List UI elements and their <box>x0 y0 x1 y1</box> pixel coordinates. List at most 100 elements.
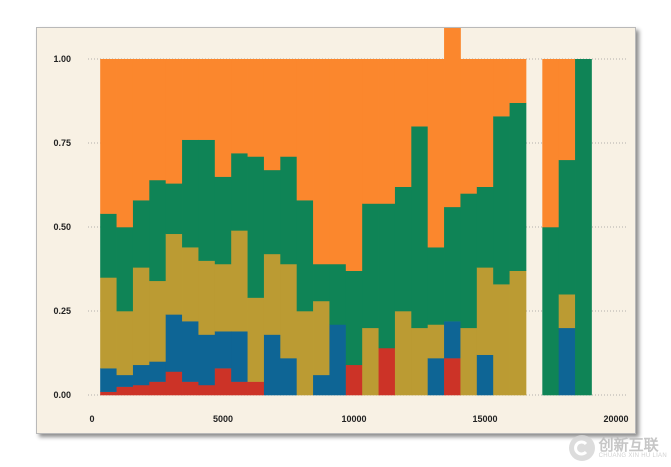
bar-gold <box>132 267 150 366</box>
watermark: 创新互联 CHUANG XIN HU LIAN <box>568 435 667 461</box>
y-tick-label: 0.50 <box>53 222 71 232</box>
bar-green <box>476 186 494 268</box>
bar-blue <box>149 361 167 382</box>
bar-blue <box>263 334 281 396</box>
x-tick-label: 5000 <box>213 414 233 424</box>
bar-gold <box>165 233 183 315</box>
bar-orange <box>427 59 445 248</box>
bar-orange <box>509 59 527 103</box>
y-tick-label: 1.00 <box>53 54 71 64</box>
bar-red <box>247 381 265 396</box>
bar-red <box>132 384 150 396</box>
x-tick-label: 0 <box>89 414 94 424</box>
bar-green <box>329 263 347 325</box>
x-tick-label: 10000 <box>341 414 366 424</box>
bar-red <box>231 381 248 396</box>
bar-red <box>165 371 183 396</box>
bar-green <box>182 139 199 248</box>
bar-gold <box>558 294 576 329</box>
bar-gold <box>231 230 248 332</box>
x-axis-ticks: 0 5000 10000 15000 20000 <box>89 414 628 424</box>
bar-orange <box>444 28 461 208</box>
bar-green <box>280 156 298 265</box>
chart-frame: 0.00 0.25 0.50 0.75 1.00 0 5000 10000 15000 2000… <box>36 27 636 434</box>
bar-gold <box>476 267 494 355</box>
bar-blue <box>182 321 199 382</box>
bar-orange <box>231 59 248 154</box>
bar-gold <box>116 311 134 376</box>
bar-blue <box>231 331 248 382</box>
bar-gold <box>411 327 429 396</box>
bar-blue <box>329 324 347 396</box>
bar-red <box>345 364 363 396</box>
bar-orange <box>460 59 478 194</box>
bar-orange <box>558 59 576 161</box>
bar-gold <box>214 263 232 332</box>
bar-gold <box>427 324 445 359</box>
bars-group <box>100 28 592 396</box>
stacked-bar-chart: 0.00 0.25 0.50 0.75 1.00 0 5000 10000 15000 2000… <box>53 28 629 424</box>
bar-green <box>444 206 461 322</box>
bar-gold <box>149 280 167 362</box>
bar-orange <box>493 59 510 117</box>
bar-green <box>460 193 478 329</box>
bar-green <box>247 156 265 298</box>
bar-orange <box>214 59 232 177</box>
bar-gold <box>509 270 527 396</box>
bar-red <box>149 381 167 396</box>
bar-green <box>100 213 117 278</box>
bar-red <box>116 386 134 396</box>
bar-blue <box>198 334 216 386</box>
bar-orange <box>100 59 117 214</box>
bar-orange <box>345 59 363 271</box>
bar-orange <box>280 59 298 157</box>
bar-red <box>182 381 199 396</box>
bar-green <box>313 263 330 302</box>
bar-blue <box>427 358 445 396</box>
bar-gold <box>460 327 478 396</box>
bar-gold <box>182 247 199 322</box>
bar-gold <box>313 300 330 376</box>
bar-gold <box>493 284 510 396</box>
bar-blue <box>132 364 150 386</box>
bar-green <box>427 247 445 325</box>
bar-red <box>444 358 461 396</box>
bar-green <box>231 153 248 231</box>
bar-green <box>575 59 592 396</box>
bar-blue <box>214 331 232 369</box>
bar-green <box>132 200 150 268</box>
bar-red <box>214 368 232 396</box>
bar-green <box>558 159 576 295</box>
bar-green <box>296 200 314 312</box>
bar-orange <box>411 59 429 127</box>
bar-blue <box>313 374 330 396</box>
watermark-text: 创新互联 <box>598 436 659 454</box>
y-tick-label: 0.75 <box>53 138 71 148</box>
bar-red <box>378 347 396 396</box>
bar-green <box>345 270 363 366</box>
bar-green <box>378 203 396 349</box>
bar-orange <box>362 59 379 204</box>
bar-orange <box>132 59 150 201</box>
bar-orange <box>313 59 330 265</box>
x-tick-label: 20000 <box>603 414 628 424</box>
bar-blue <box>280 358 298 396</box>
bar-orange <box>378 59 396 204</box>
bar-orange <box>394 59 412 187</box>
bar-green <box>394 186 412 312</box>
bar-orange <box>247 59 265 157</box>
bar-orange <box>542 59 560 228</box>
bar-blue <box>558 327 576 396</box>
bar-green <box>493 116 510 285</box>
bar-orange <box>198 59 216 140</box>
bar-gold <box>296 311 314 396</box>
bar-green <box>214 176 232 265</box>
bar-gold <box>100 277 117 369</box>
bar-green <box>116 227 134 312</box>
bar-blue <box>165 314 183 372</box>
bar-green <box>411 126 429 329</box>
y-axis-ticks: 0.00 0.25 0.50 0.75 1.00 <box>53 54 71 400</box>
bar-red <box>100 391 117 396</box>
y-tick-label: 0.25 <box>53 306 71 316</box>
bar-green <box>263 169 281 255</box>
